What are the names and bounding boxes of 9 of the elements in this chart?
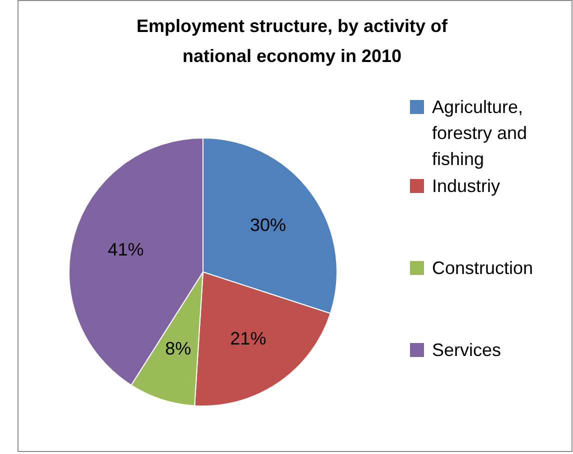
legend-label: Services (432, 340, 502, 360)
legend-label: Construction (432, 258, 534, 278)
chart-title: Employment structure, by activity of national economy in 2010 (136, 16, 449, 66)
legend-label: Industriy (432, 176, 500, 196)
data-label: 30% (250, 214, 286, 235)
data-label: 21% (230, 328, 266, 348)
data-label: 41% (108, 240, 144, 260)
legend-label: Agriculture, forestry and fishing (432, 97, 528, 169)
data-label: 8% (165, 338, 192, 358)
